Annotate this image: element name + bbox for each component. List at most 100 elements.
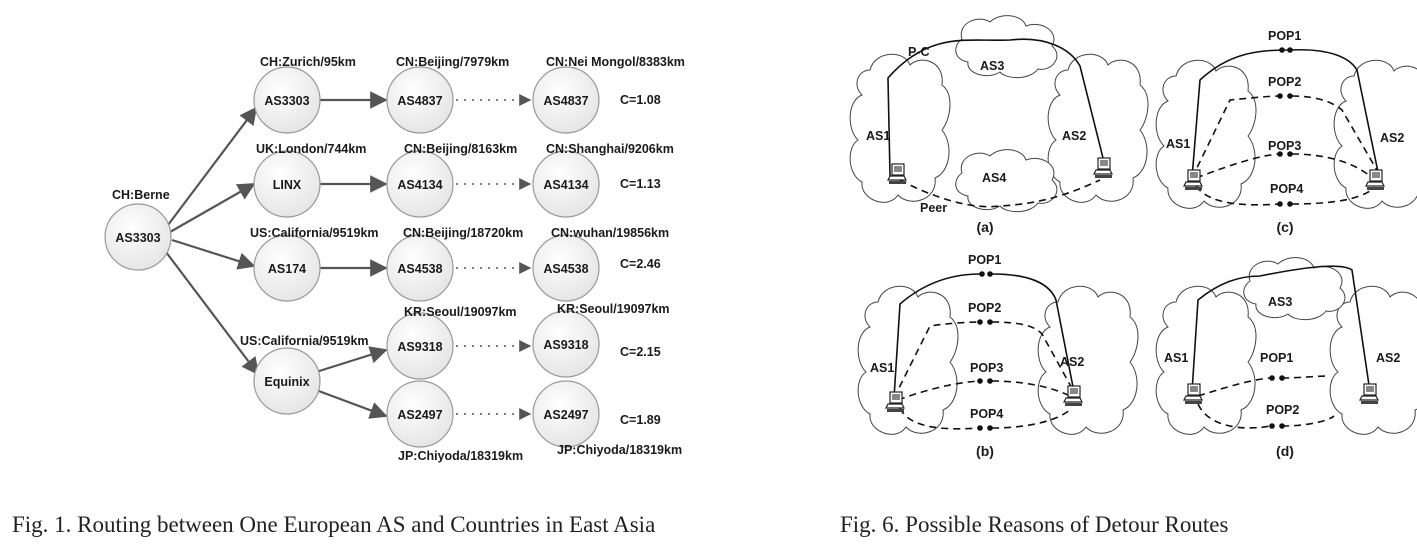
d-as2-label: AS2 bbox=[1376, 351, 1400, 365]
a-as1-label: AS1 bbox=[866, 129, 890, 143]
hop3-name-0: AS4837 bbox=[543, 94, 588, 108]
b-pop3-label: POP3 bbox=[970, 361, 1003, 375]
node-equinix bbox=[253, 347, 321, 415]
hop3-loc-2: CN:wuhan/19856km bbox=[551, 226, 669, 240]
hop2-name-4: AS2497 bbox=[397, 408, 442, 422]
c-pop2-label: POP2 bbox=[1268, 75, 1301, 89]
hop3-name-2: AS4538 bbox=[543, 262, 588, 276]
hop2-name-0: AS4837 bbox=[397, 94, 442, 108]
c-pop3-label: POP3 bbox=[1268, 139, 1301, 153]
hop2-name-1: AS4134 bbox=[397, 178, 442, 192]
a-pc-label: P-C bbox=[908, 45, 930, 59]
panel-a: AS1 AS2 AS3 AS4 P-C Peer (a) bbox=[849, 15, 1149, 235]
c-value-0: C=1.08 bbox=[620, 93, 661, 107]
hop1-name-1: LINX bbox=[273, 178, 302, 192]
c-as2-label: AS2 bbox=[1380, 131, 1404, 145]
node-hop2-3 bbox=[386, 312, 454, 380]
a-as2-label: AS2 bbox=[1062, 129, 1086, 143]
c-pop2-link bbox=[1191, 95, 1379, 179]
node-hop1-1 bbox=[253, 150, 321, 218]
hop2-name-2: AS4538 bbox=[397, 262, 442, 276]
hop3-name-1: AS4134 bbox=[543, 178, 588, 192]
panel-b: AS1 AS2 POP1 POP2 POP3 POP4 (b) bbox=[857, 253, 1139, 459]
equinix-loc: US:California/9519km bbox=[240, 334, 369, 348]
d-pop1-link bbox=[1197, 375, 1331, 397]
node-hop2-1 bbox=[386, 150, 454, 218]
hop1-loc-0: CH:Zurich/95km bbox=[260, 55, 356, 69]
a-as3-label: AS3 bbox=[980, 59, 1004, 73]
c-pop1-label: POP1 bbox=[1268, 29, 1301, 43]
hop1-name-2: AS174 bbox=[268, 262, 306, 276]
d-as1-label: AS1 bbox=[1164, 351, 1188, 365]
hop2-loc-1: CN:Beijing/8163km bbox=[404, 142, 517, 156]
b-pop4-label: POP4 bbox=[970, 407, 1003, 421]
c-as1-label: AS1 bbox=[1166, 137, 1190, 151]
b-pop3-link bbox=[897, 380, 1071, 401]
d-as3-link bbox=[1191, 265, 1371, 393]
hop1-name-0: AS3303 bbox=[264, 94, 309, 108]
c-value-3: C=2.15 bbox=[620, 345, 661, 359]
hop3-name-3: AS9318 bbox=[543, 338, 588, 352]
hop2-loc-3: KR:Seoul/19097km bbox=[404, 305, 517, 319]
pc-link bbox=[887, 38, 1106, 177]
hop3-loc-4: JP:Chiyoda/18319km bbox=[557, 443, 682, 457]
fig6-detour-diagram: AS1 AS2 AS3 AS4 P-C Peer (a) AS1 AS2 POP… bbox=[830, 0, 1417, 555]
b-pop1-link bbox=[893, 273, 1075, 399]
node-hop3-0 bbox=[532, 66, 600, 134]
c-value-1: C=1.13 bbox=[620, 177, 661, 191]
a-as4-label: AS4 bbox=[982, 171, 1006, 185]
node-hop1-2 bbox=[253, 234, 321, 302]
source-edges bbox=[165, 106, 260, 376]
hop2-loc-2: CN:Beijing/18720km bbox=[403, 226, 523, 240]
cloud-b-as2 bbox=[1037, 285, 1139, 435]
fig1-caption: Fig. 1. Routing between One European AS … bbox=[12, 512, 655, 537]
fig6-caption: Fig. 6. Possible Reasons of Detour Route… bbox=[840, 512, 1228, 537]
hop3-loc-1: CN:Shanghai/9206km bbox=[546, 142, 674, 156]
c-pop4-link bbox=[1195, 185, 1375, 206]
source-name: AS3303 bbox=[115, 231, 160, 245]
c-pop3-link bbox=[1195, 153, 1371, 179]
b-pop4-link bbox=[899, 407, 1073, 430]
b-pop2-link bbox=[893, 321, 1075, 399]
hop-edges bbox=[315, 91, 388, 419]
equinix-name: Equinix bbox=[264, 375, 309, 389]
source-location: CH:Berne bbox=[112, 188, 170, 202]
node-hop2-2 bbox=[386, 234, 454, 302]
panel-a-label: (a) bbox=[976, 219, 993, 235]
node-hop2-0 bbox=[386, 66, 454, 134]
hop3-name-4: AS2497 bbox=[543, 408, 588, 422]
b-as2-label: AS2 bbox=[1060, 355, 1084, 369]
d-pop2-label: POP2 bbox=[1266, 403, 1299, 417]
d-pop2-link bbox=[1197, 403, 1335, 429]
node-source bbox=[104, 203, 172, 271]
hop3-loc-0: CN:Nei Mongol/8383km bbox=[546, 55, 685, 69]
b-pop1-label: POP1 bbox=[968, 253, 1001, 267]
d-pop1-label: POP1 bbox=[1260, 351, 1293, 365]
c-pop4-label: POP4 bbox=[1270, 182, 1303, 196]
hop2-name-3: AS9318 bbox=[397, 340, 442, 354]
panel-c-label: (c) bbox=[1276, 219, 1293, 235]
a-peer-label: Peer bbox=[920, 201, 947, 215]
node-hop3-1 bbox=[532, 150, 600, 218]
cloud-as4 bbox=[955, 149, 1058, 213]
b-pop2-label: POP2 bbox=[968, 301, 1001, 315]
cloud-c-as1 bbox=[1155, 59, 1257, 209]
hop2-loc-4: JP:Chiyoda/18319km bbox=[398, 449, 523, 463]
node-hop3-3 bbox=[532, 310, 600, 378]
panel-b-label: (b) bbox=[976, 443, 994, 459]
panel-c: AS1 AS2 POP1 POP2 POP3 POP4 (c) bbox=[1155, 29, 1417, 235]
node-hop1-0 bbox=[253, 66, 321, 134]
hop2-loc-0: CN:Beijing/7979km bbox=[396, 55, 509, 69]
node-hop3-2 bbox=[532, 234, 600, 302]
c-value-4: C=1.89 bbox=[620, 413, 661, 427]
hop3-loc-3: KR:Seoul/19097km bbox=[557, 302, 670, 316]
d-as3-label: AS3 bbox=[1268, 295, 1292, 309]
b-as1-label: AS1 bbox=[870, 361, 894, 375]
panel-d: AS1 AS2 AS3 POP1 POP2 (d) bbox=[1155, 257, 1417, 459]
node-hop2-4 bbox=[386, 380, 454, 448]
c-value-2: C=2.46 bbox=[620, 257, 661, 271]
hop1-loc-1: UK:London/744km bbox=[256, 142, 366, 156]
panel-d-label: (d) bbox=[1276, 443, 1294, 459]
fig1-routing-diagram: AS3303 AS3303 LINX AS174 Equinix AS4837 … bbox=[12, 55, 685, 537]
cloud-as3 bbox=[955, 15, 1058, 79]
